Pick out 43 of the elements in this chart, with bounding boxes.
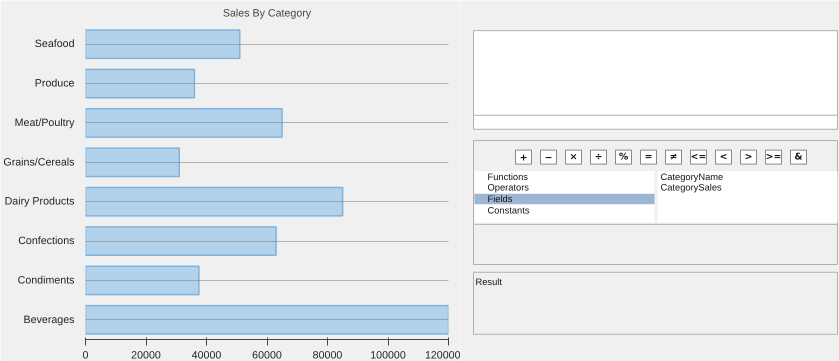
bar (86, 304, 448, 335)
x-tick-label: 20000 (131, 350, 161, 361)
x-tick-label: 100000 (370, 350, 406, 361)
y-tick-label: Seafood (34, 38, 75, 50)
text: >= (766, 152, 782, 163)
bar (86, 29, 241, 60)
bar (86, 147, 180, 178)
text: = (644, 152, 652, 163)
chart-title: Sales By Category (222, 8, 312, 20)
y-tick-label: Confections (18, 235, 75, 248)
text: <= (690, 152, 706, 163)
text: CategoryName (660, 172, 724, 182)
text: Fields (488, 194, 513, 204)
bar (86, 266, 200, 296)
text: Operators (488, 182, 530, 193)
text: % (618, 152, 629, 163)
text: CategorySales (660, 182, 722, 193)
text: − (544, 152, 552, 164)
x-tick-label: 60000 (252, 350, 282, 361)
text: Result (476, 276, 502, 287)
text: Functions (488, 172, 528, 182)
y-tick-label: Produce (34, 78, 75, 90)
text: + (520, 152, 528, 164)
x-tick-label: 0 (82, 350, 89, 361)
text: & (794, 152, 803, 163)
text: ÷ (594, 152, 602, 163)
bar (86, 186, 344, 217)
text: Constants (488, 205, 530, 216)
bar (86, 108, 283, 138)
bar (86, 68, 196, 98)
text: × (570, 152, 578, 163)
bar (86, 226, 277, 256)
x-tick-label: 120000 (424, 350, 461, 361)
y-tick-label: Meat/Poultry (14, 116, 76, 129)
text: < (720, 152, 728, 163)
x-tick-label: 40000 (192, 350, 222, 361)
y-tick-label: Grains/Cereals (3, 156, 75, 168)
x-tick-label: 80000 (312, 350, 342, 361)
text: > (744, 152, 752, 163)
y-tick-label: Dairy Products (4, 196, 75, 208)
y-tick-label: Condiments (18, 274, 75, 286)
y-tick-label: Beverages (24, 314, 75, 326)
text: ≠ (670, 152, 678, 163)
